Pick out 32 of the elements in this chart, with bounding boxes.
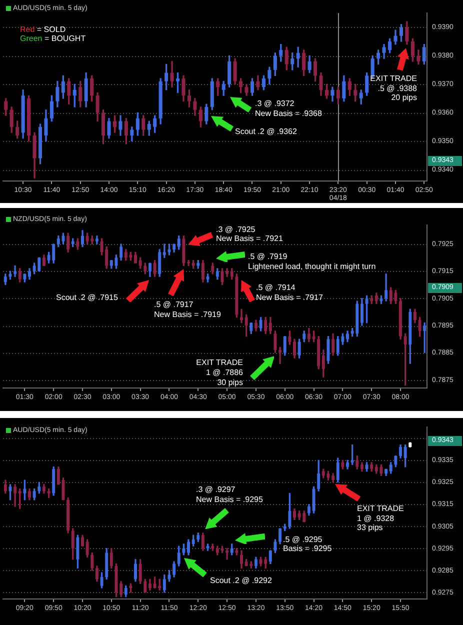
annotation: EXIT TRADE — [370, 74, 417, 84]
annotation: 30 pips — [217, 378, 243, 388]
annotation: Basis = .9295 — [283, 544, 332, 554]
annotation: 33 pips — [357, 523, 383, 533]
annotation: .5 @ .9295 — [283, 535, 322, 545]
annotation: New Basis = .7919 — [154, 310, 221, 320]
candlestick — [278, 346, 282, 364]
annotation: Scout .2 @ .7915 — [56, 293, 118, 303]
annotation: Red = SOLD — [20, 25, 66, 34]
annotation: 20 pips — [391, 93, 417, 103]
annotation: 1 @ .7886 — [206, 368, 243, 378]
annotation: Lightened load, thought it might turn — [248, 262, 376, 272]
annotation: .5 @ .7914 — [256, 283, 296, 293]
annotation: Scout .2 @ .9362 — [235, 127, 297, 137]
annotation: .5 @ .7917 — [154, 300, 194, 310]
annotation: Scout .2 @ .9292 — [210, 576, 272, 586]
annotation: .3 @ .9297 — [196, 485, 236, 495]
annotation: New Basis = .7917 — [256, 293, 323, 303]
candlestick — [226, 548, 229, 560]
annotation: New Basis = .9368 — [255, 109, 322, 119]
annotation: .5 @ .9388 — [378, 84, 417, 94]
annotation: Green = BOUGHT — [20, 34, 86, 43]
annotation: New Basis = .7921 — [216, 234, 283, 244]
annotation: EXIT TRADE — [196, 358, 243, 368]
annotation: .3 @ .7925 — [216, 225, 256, 235]
annotation: .5 @ .7919 — [248, 252, 288, 262]
annotation: .3 @ .9372 — [255, 99, 294, 109]
annotation: New Basis = .9295 — [196, 495, 263, 505]
candlestick — [240, 308, 243, 324]
annotation: 1 @ .9328 — [357, 514, 394, 524]
annotation: EXIT TRADE — [357, 504, 404, 514]
candlestick — [187, 260, 190, 266]
